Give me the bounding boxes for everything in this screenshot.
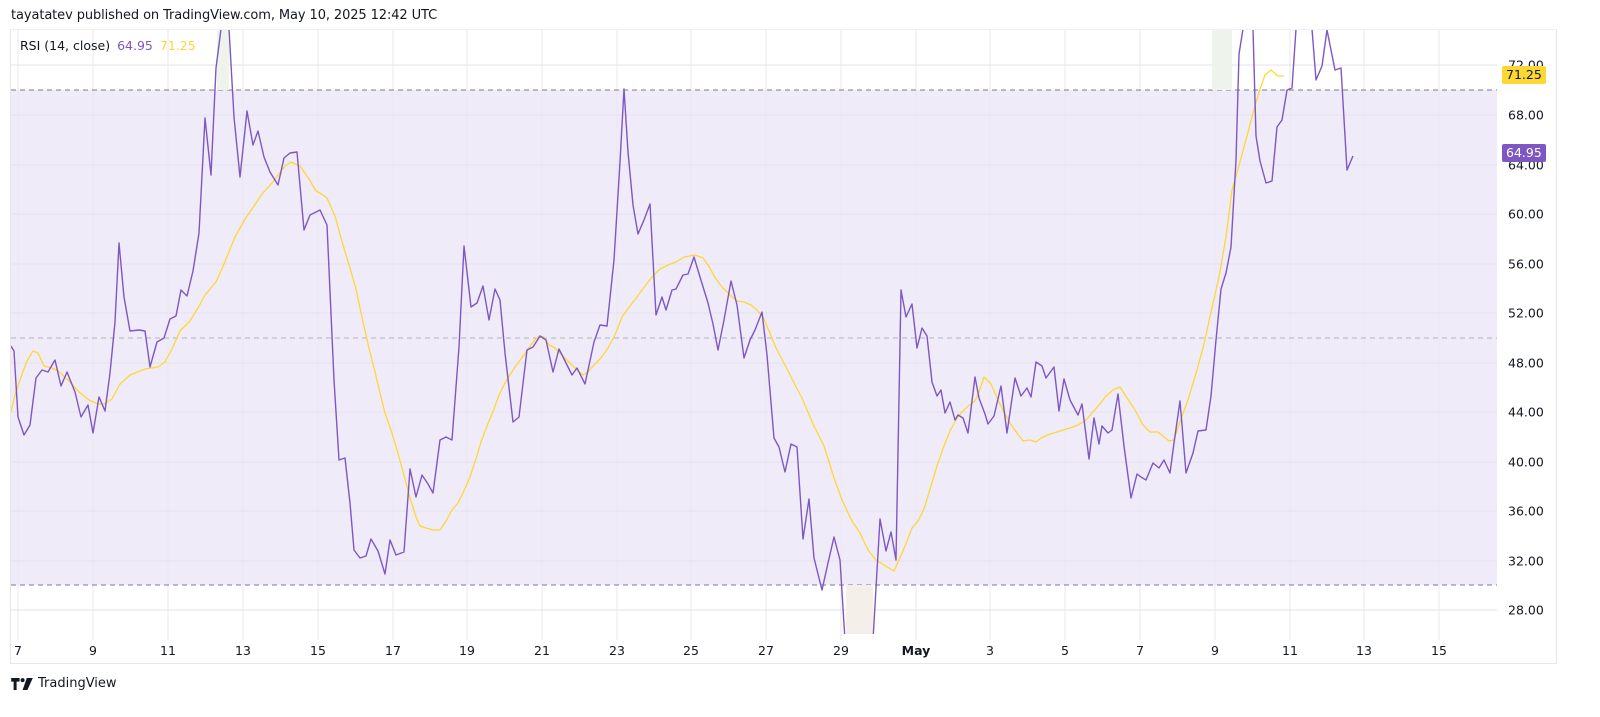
price-label: 44.00 (1508, 404, 1544, 420)
tradingview-logo-icon (11, 677, 33, 690)
ma-price-badge: 71.25 (1502, 66, 1546, 84)
time-label: 15 (310, 643, 326, 658)
price-label: 36.00 (1508, 503, 1544, 519)
time-label: May (901, 643, 931, 658)
time-label: 21 (534, 643, 550, 658)
time-label: 5 (1061, 643, 1069, 658)
overbought-fill-1 (217, 30, 229, 90)
chart-frame (10, 29, 1557, 664)
price-label: 68.00 (1508, 107, 1544, 123)
price-label: 52.00 (1508, 305, 1544, 321)
indicator-name: RSI (14, close) (20, 38, 111, 53)
time-label: 25 (683, 643, 699, 658)
time-label: 29 (833, 643, 849, 658)
time-label: 3 (986, 643, 994, 658)
time-label: 9 (89, 643, 97, 658)
brand-name: TradingView (38, 676, 117, 691)
price-label: 40.00 (1508, 454, 1544, 470)
time-label: 11 (1282, 643, 1298, 658)
price-label: 32.00 (1508, 553, 1544, 569)
rsi-value: 64.95 (117, 38, 153, 53)
publish-info: tayatatev published on TradingView.com, … (11, 8, 438, 23)
rsi-ma-line (11, 69, 1284, 572)
rsi-price-badge: 64.95 (1502, 144, 1546, 162)
time-label: 13 (1356, 643, 1372, 658)
overbought-fill-2 (1212, 30, 1232, 90)
time-label: 13 (235, 643, 251, 658)
footer-brand: TradingView (11, 676, 117, 691)
rsi-line (11, 30, 1354, 634)
price-label: 60.00 (1508, 206, 1544, 222)
ma-value: 71.25 (159, 38, 196, 53)
time-label: 23 (609, 643, 625, 658)
time-label: 7 (14, 643, 22, 658)
time-label: 9 (1211, 643, 1219, 658)
horizontal-gridlines (11, 64, 1497, 611)
time-label: 27 (758, 643, 774, 658)
indicator-legend[interactable]: RSI (14, close) 64.95 71.25 (20, 38, 196, 53)
price-label: 48.00 (1508, 355, 1544, 371)
time-label: 11 (160, 643, 176, 658)
vertical-gridlines (17, 30, 1440, 640)
time-label: 7 (1136, 643, 1144, 658)
time-label: 15 (1431, 643, 1447, 658)
time-label: 17 (385, 643, 401, 658)
oversold-fill (846, 585, 873, 634)
price-label: 28.00 (1508, 602, 1544, 618)
time-label: 19 (459, 643, 475, 658)
price-label: 56.00 (1508, 256, 1544, 272)
